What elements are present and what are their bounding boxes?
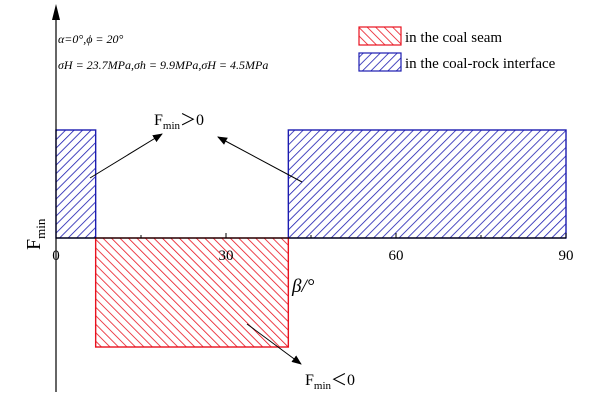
y-axis-label: Fmin (23, 218, 48, 250)
x-tick-label-3: 90 (559, 248, 574, 264)
arrow-negative (246, 323, 302, 365)
bar-seam-0 (94, 237, 290, 348)
x-tick-label-1: 30 (219, 248, 234, 264)
param-line-1: α=0°,ϕ = 20° (58, 32, 124, 46)
arrow-left-positive (89, 133, 163, 179)
x-tick-label-2: 60 (389, 248, 404, 264)
ticks-layer: 0 30 60 90 (52, 233, 574, 264)
bar-interface-0 (55, 129, 97, 239)
param-line-2: σH = 23.7MPa,σh = 9.9MPa,σH = 4.5MPa (58, 58, 268, 72)
legend-swatch-interface (358, 52, 402, 72)
svg-text:Fmin: Fmin (23, 218, 48, 250)
x-tick-label-0: 0 (52, 248, 60, 264)
legend-label-seam: in the coal seam (405, 30, 502, 46)
legend-swatch-seam (358, 26, 402, 46)
annotation-negative: Fmin＜0 (305, 372, 355, 392)
y-axis-arrowhead (52, 4, 60, 20)
legend: in the coal seam in the coal-rock interf… (358, 26, 556, 72)
legend-label-interface: in the coal-rock interface (405, 56, 556, 72)
x-axis-label: β/° (291, 276, 315, 297)
arrow-right-positive (217, 136, 303, 183)
annotation-positive: Fmin＞0 (154, 112, 204, 132)
bar-interface-1 (287, 129, 567, 239)
